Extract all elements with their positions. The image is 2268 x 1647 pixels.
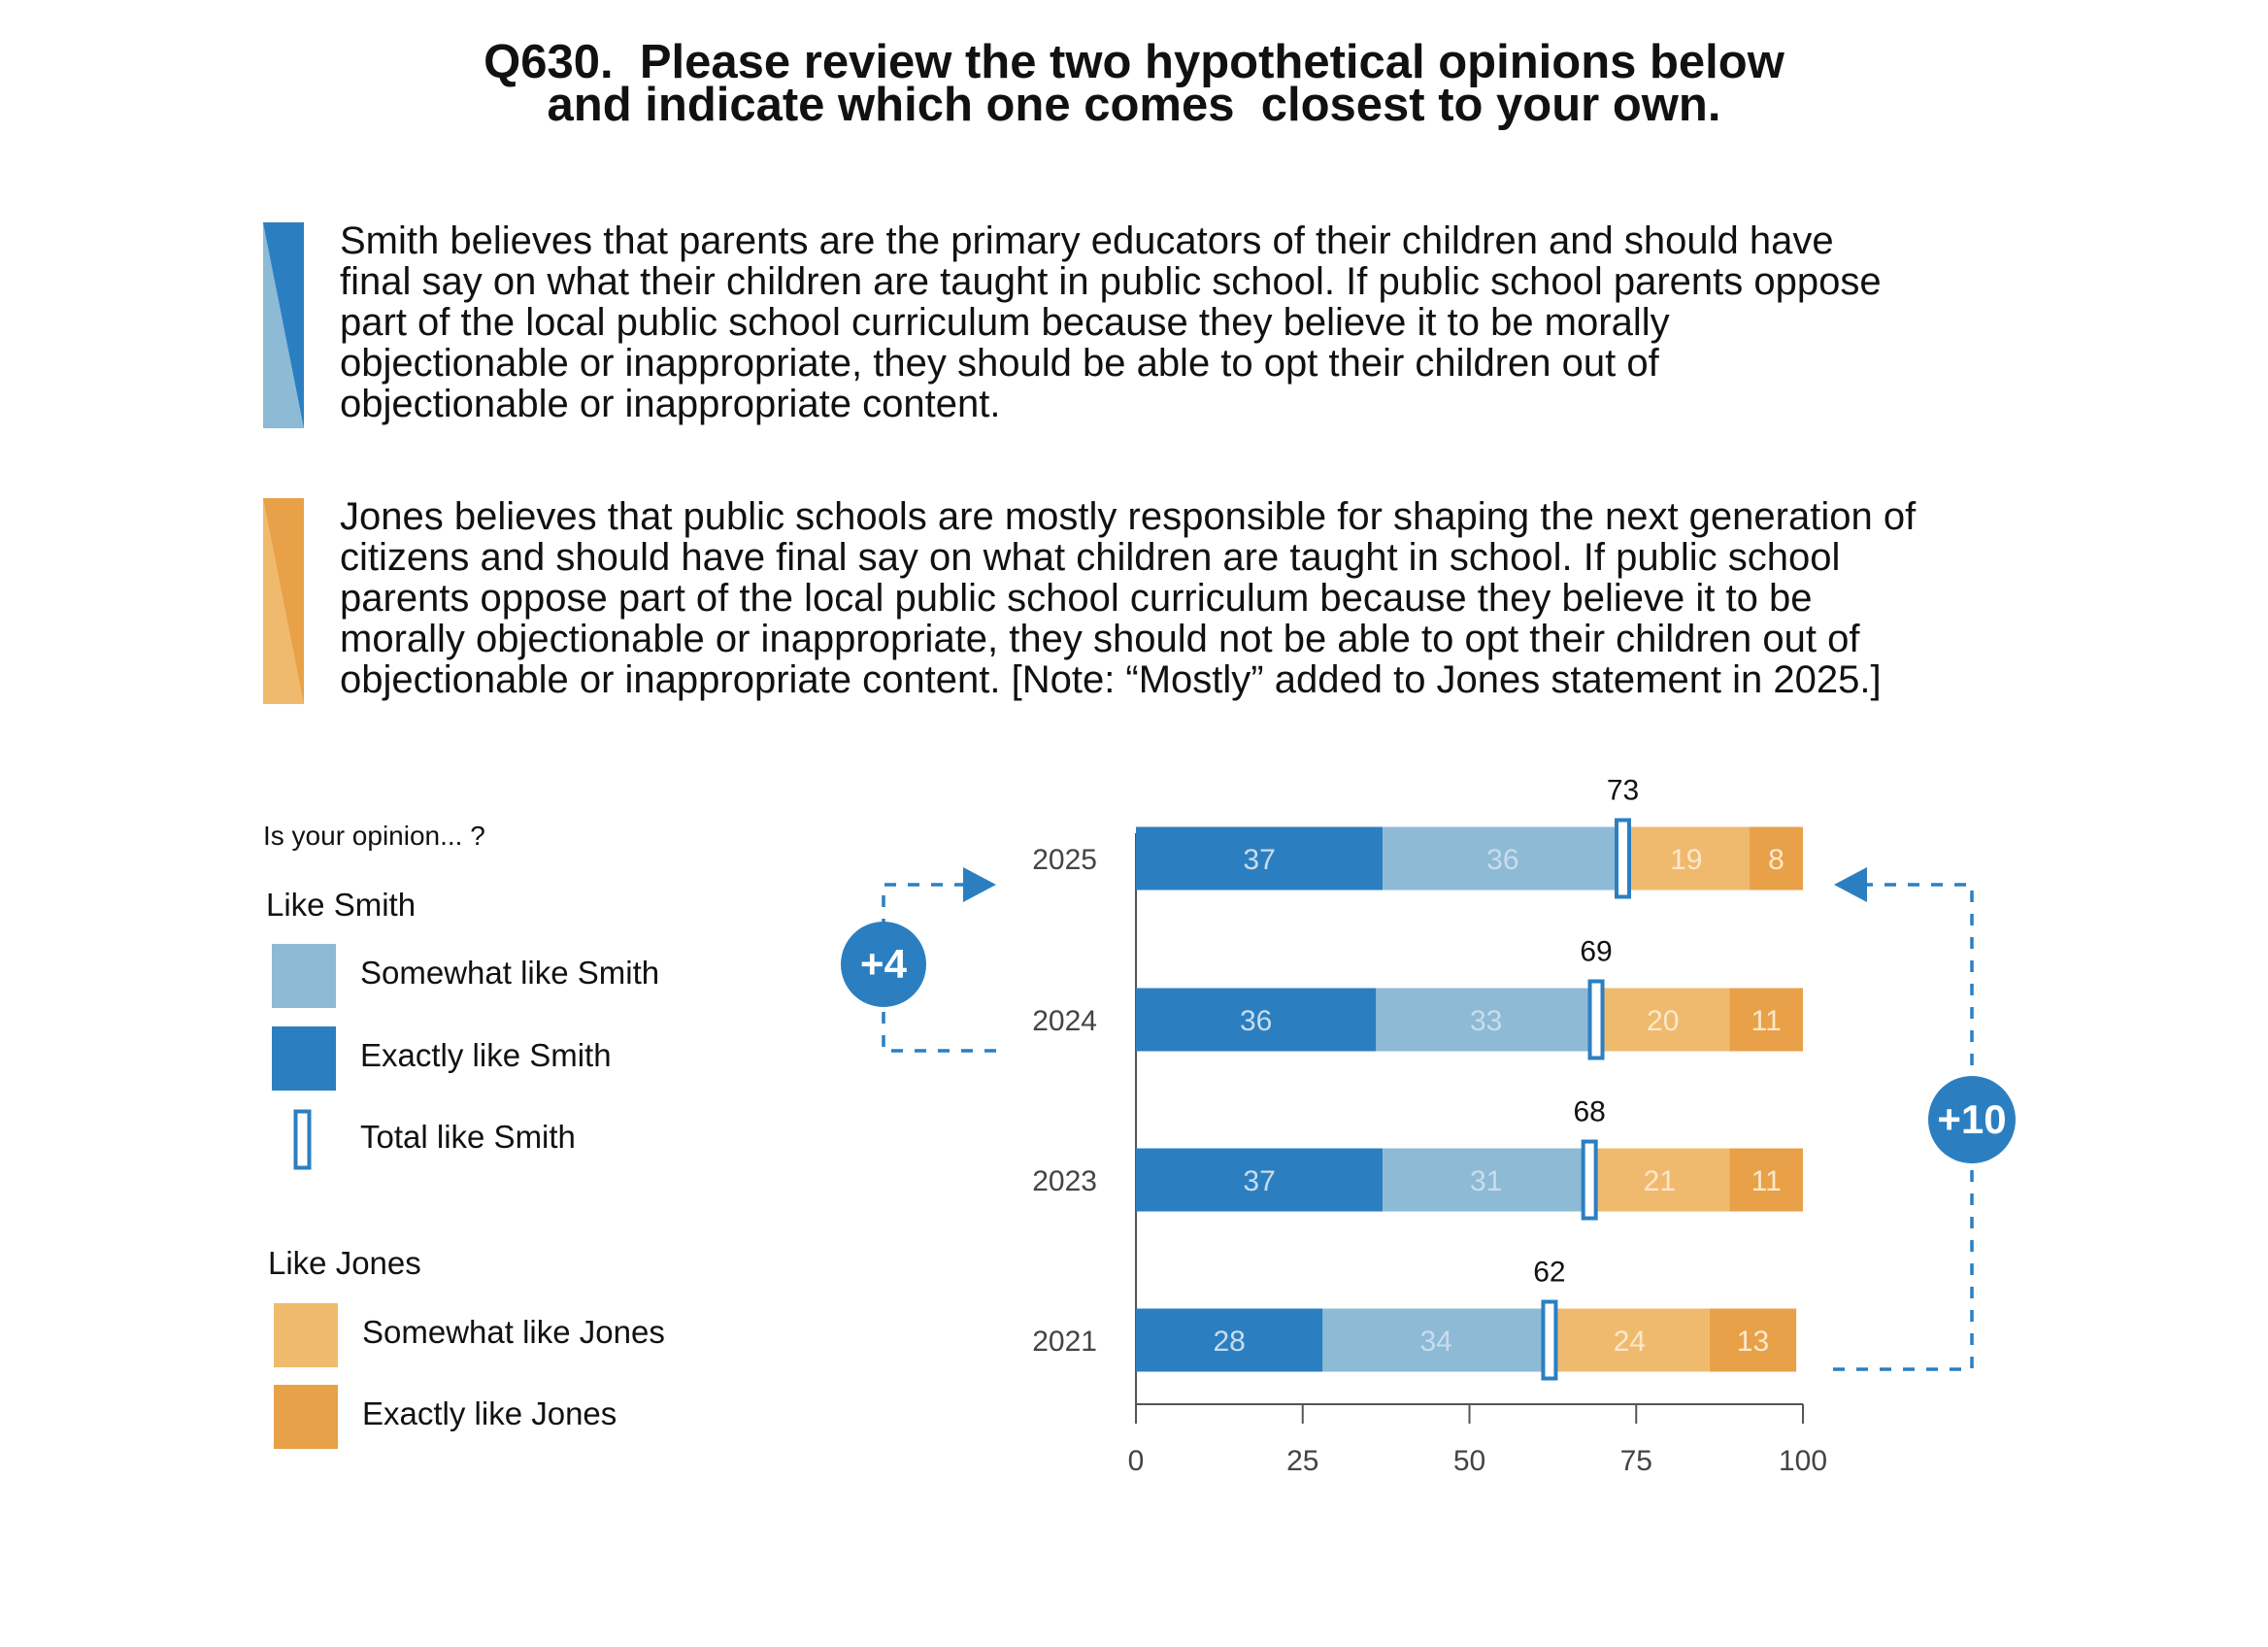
jones-statement-line: Jones believes that public schools are m… — [340, 495, 1917, 538]
legend-swatch-somewhat-smith — [272, 944, 336, 1008]
bar-segment — [1729, 988, 1803, 1052]
arrow-left-icon — [1834, 867, 1867, 902]
legend-label-exactly-smith: Exactly like Smith — [360, 1037, 612, 1073]
legend-swatch-total-smith — [293, 1109, 312, 1170]
change-badge-right — [1928, 1076, 2016, 1163]
bar-segment — [1589, 1148, 1730, 1212]
arrow-right-icon — [963, 867, 996, 902]
bar-value-label: 13 — [1737, 1326, 1769, 1358]
x-tick-label: 50 — [1453, 1445, 1485, 1477]
bar-segment — [1596, 988, 1730, 1052]
smith-statement-marker — [263, 222, 304, 428]
smith-statement-line: objectionable or inappropriate content. — [340, 383, 1001, 425]
bar-segment — [1383, 826, 1623, 891]
jones-statement-line: objectionable or inappropriate content. … — [340, 658, 1882, 701]
legend-label-somewhat-smith: Somewhat like Smith — [360, 955, 660, 991]
bar-segment — [1136, 1308, 1323, 1372]
bar-value-label: 33 — [1470, 1005, 1502, 1037]
bar-value-label: 37 — [1243, 844, 1275, 876]
legend-swatch-exactly-jones — [274, 1385, 338, 1449]
x-tick-label: 75 — [1620, 1445, 1652, 1477]
bar-segment — [1322, 1308, 1550, 1372]
category-label: 2025 — [1032, 844, 1097, 876]
change-badge-left-label: +4 — [860, 941, 908, 987]
bar-value-label: 21 — [1644, 1165, 1676, 1197]
total-marker — [1581, 1139, 1598, 1221]
total-value-label: 73 — [1607, 775, 1639, 807]
bar-value-label: 11 — [1751, 1165, 1782, 1197]
bar-value-label: 19 — [1670, 844, 1702, 876]
total-value-label: 62 — [1533, 1257, 1565, 1289]
x-tick-label: 0 — [1128, 1445, 1145, 1477]
jones-statement-line: morally objectionable or inappropriate, … — [340, 618, 1860, 660]
total-marker — [1615, 818, 1632, 899]
smith-statement-line: part of the local public school curricul… — [340, 301, 1670, 344]
legend-group-smith: Like Smith — [266, 887, 417, 923]
change-badge-right-label: +10 — [1937, 1096, 2006, 1142]
title-line-2: and indicate which one comes closest to … — [547, 79, 1721, 131]
total-value-label: 68 — [1573, 1096, 1605, 1128]
page-title: Q630. Please review the two hypothetical… — [0, 36, 2268, 131]
bar-value-label: 36 — [1486, 844, 1518, 876]
smith-statement-line: final say on what their children are tau… — [340, 260, 1882, 303]
bar-segment — [1136, 988, 1377, 1052]
legend-swatch-exactly-smith — [272, 1026, 336, 1091]
bar-value-label: 37 — [1243, 1165, 1275, 1197]
jones-statement-line: citizens and should have final say on wh… — [340, 536, 1841, 579]
legend-group-jones: Like Jones — [268, 1245, 421, 1281]
category-label: 2024 — [1032, 1005, 1097, 1037]
jones-statement-marker — [263, 498, 304, 704]
total-value-label: 69 — [1580, 936, 1612, 968]
smith-statement-line: objectionable or inappropriate, they sho… — [340, 342, 1659, 385]
x-tick-label: 100 — [1779, 1445, 1827, 1477]
bar-segment — [1622, 826, 1751, 891]
bar-value-label: 36 — [1240, 1005, 1272, 1037]
bar-value-label: 24 — [1614, 1326, 1646, 1358]
legend-question: Is your opinion... ? — [263, 821, 485, 851]
bar-value-label: 11 — [1751, 1005, 1782, 1037]
bar-segment — [1136, 826, 1384, 891]
category-label: 2023 — [1032, 1165, 1097, 1197]
bar-segment — [1729, 1148, 1803, 1212]
bar-segment — [1376, 988, 1597, 1052]
total-marker — [1541, 1299, 1558, 1381]
legend-label-exactly-jones: Exactly like Jones — [362, 1395, 617, 1431]
bar-value-label: 28 — [1213, 1326, 1245, 1358]
smith-statement-line: Smith believes that parents are the prim… — [340, 219, 1834, 262]
bar-segment — [1383, 1148, 1590, 1212]
smith-statement: Smith believes that parents are the prim… — [340, 220, 2126, 424]
bar-segment — [1136, 1148, 1384, 1212]
bar-value-label: 8 — [1768, 844, 1784, 876]
bar-value-label: 31 — [1470, 1165, 1502, 1197]
jones-statement: Jones believes that public schools are m… — [340, 496, 2126, 700]
jones-statement-line: parents oppose part of the local public … — [340, 577, 1813, 620]
title-line-1: Q630. Please review the two hypothetical… — [484, 36, 1784, 88]
bar-segment — [1750, 826, 1803, 891]
change-badge-left — [841, 922, 926, 1007]
legend-swatch-somewhat-jones — [274, 1303, 338, 1367]
category-label: 2021 — [1032, 1326, 1097, 1358]
total-marker — [1587, 979, 1605, 1060]
bar-segment — [1709, 1308, 1797, 1372]
legend-label-total-smith: Total like Smith — [360, 1119, 576, 1155]
legend-label-somewhat-jones: Somewhat like Jones — [362, 1314, 665, 1350]
bar-value-label: 34 — [1419, 1326, 1451, 1358]
bar-value-label: 20 — [1647, 1005, 1679, 1037]
bar-segment — [1549, 1308, 1710, 1372]
x-tick-label: 25 — [1286, 1445, 1318, 1477]
